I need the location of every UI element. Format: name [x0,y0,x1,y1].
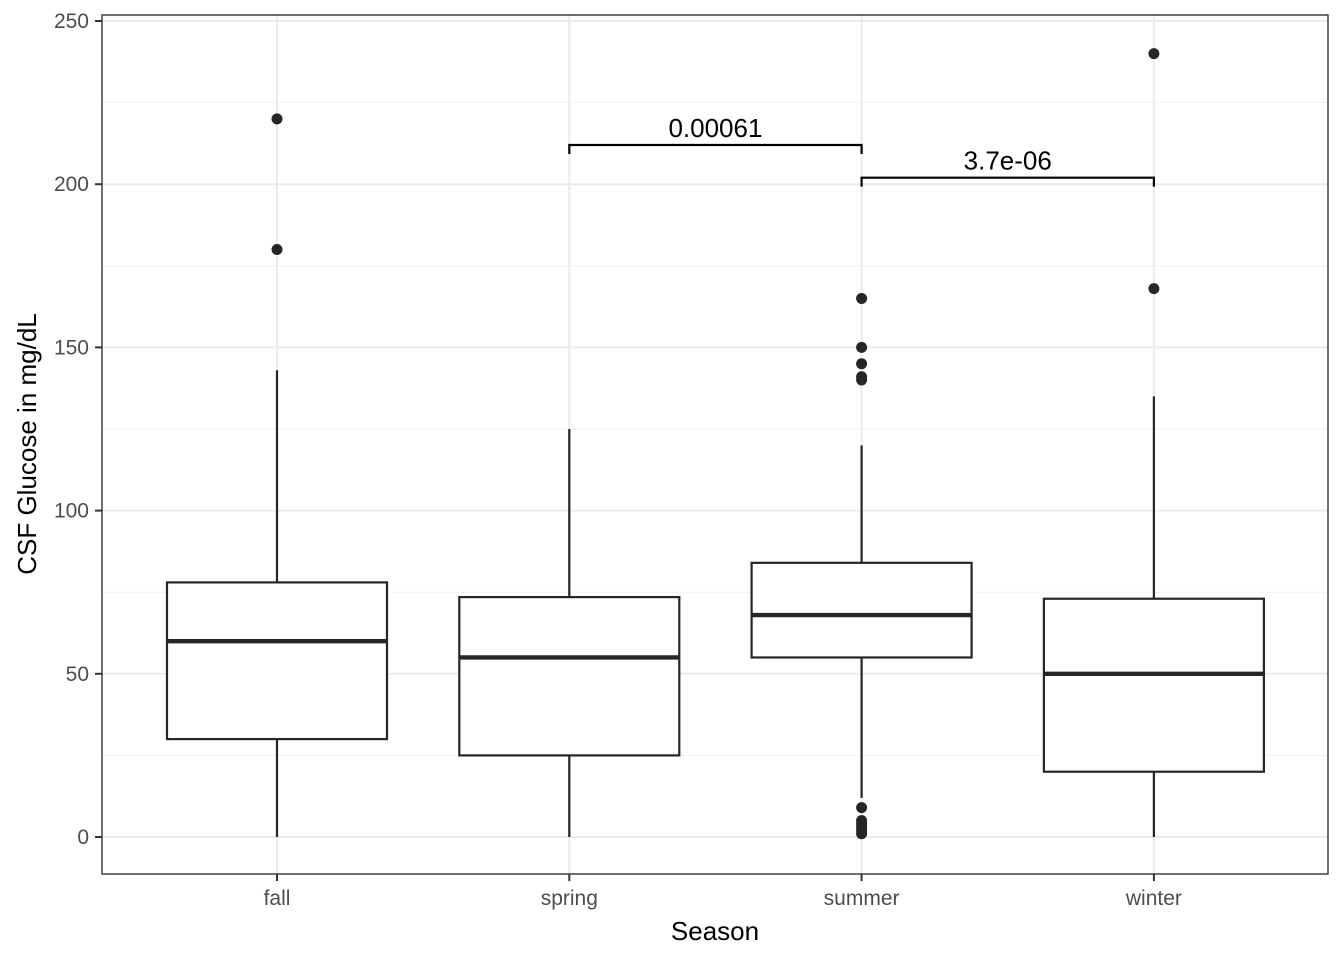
box-winter [1042,48,1266,837]
box-iqr [165,581,389,741]
x-tick-label: fall [264,887,291,910]
box-spring [458,429,681,837]
box-layer [165,48,1266,840]
comparison-summer-winter: 3.7e-06 [860,146,1155,187]
y-axis-title: CSF Glucose in mg/dL [12,313,42,575]
outlier-point [1148,48,1160,60]
box-fall [165,113,389,837]
outlier-point [1148,283,1160,295]
x-tick-label: summer [824,887,900,910]
comparison-bracket [860,176,1155,187]
outlier-point [856,341,868,353]
outlier-point [856,371,868,383]
box-iqr [750,561,973,659]
x-tick-label: winter [1125,887,1182,910]
y-tick-label: 150 [54,336,89,359]
box-iqr [1042,597,1266,773]
box-summer [750,292,973,840]
y-tick-label: 250 [54,10,89,33]
panel-border [101,14,1329,875]
y-tick-label: 50 [66,663,89,686]
axes: 0 50 100 150 200 250 fall spring summer winter [54,10,1182,910]
comparison-annotations: 0.00061 3.7e-06 [568,113,1155,187]
x-axis-title: Season [671,916,759,946]
outlier-point [856,802,868,814]
comparison-p-value: 3.7e-06 [964,146,1052,176]
y-tick-label: 100 [54,500,89,523]
comparison-bracket [568,143,863,155]
outlier-point [271,113,283,125]
y-tick-label: 200 [54,173,89,196]
outlier-point [856,292,868,304]
outlier-point [856,358,868,370]
x-tick-label: spring [541,887,598,910]
comparison-p-value: 0.00061 [668,113,762,143]
outlier-point [271,243,283,255]
box-iqr [458,595,681,757]
outlier-point [856,815,868,827]
y-tick-label: 0 [77,826,89,849]
comparison-spring-summer: 0.00061 [568,113,863,155]
